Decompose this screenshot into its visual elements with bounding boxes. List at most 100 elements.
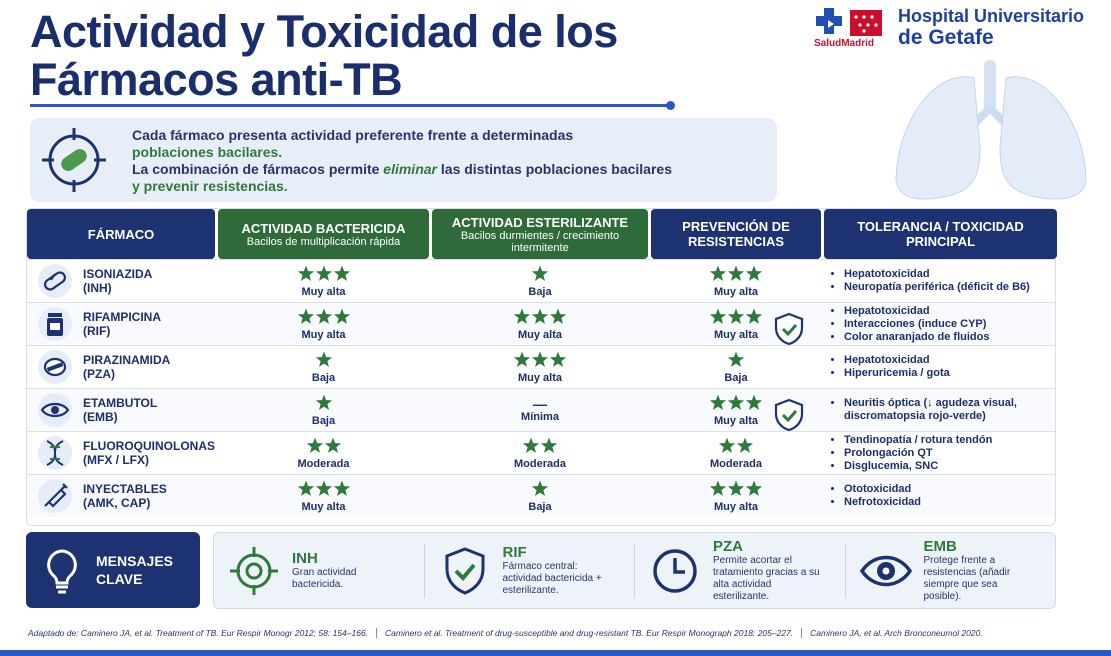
rating-cell: Baja [218, 351, 429, 384]
drug-cell: RIFAMPICINA (RIF) [27, 303, 215, 345]
star-rating [709, 394, 763, 410]
logo-mark [816, 8, 882, 36]
message-text: INH Gran actividad bactericida. [292, 550, 402, 591]
rating-label: Baja [528, 500, 552, 513]
message-icon [653, 548, 697, 593]
drug-title: RIFAMPICINA [83, 310, 161, 324]
rating-cell: Muy alta [651, 265, 821, 298]
hospital-line: Hospital Universitario [898, 6, 1085, 26]
toxicity-item: Color anaranjado de fluidos [844, 331, 1057, 344]
rating-cell: Baja [651, 351, 821, 384]
toxicity-list: Neuritis óptica (↓ agudeza visual, discr… [824, 397, 1057, 423]
star-rating [297, 480, 350, 496]
column-header: ACTIVIDAD ESTERILIZANTE Bacilos durmiente… [432, 209, 648, 259]
rating-cell: Muy alta [218, 480, 429, 513]
rating-cell: Muy alta [432, 351, 648, 384]
toxicity-item: Hiperuricemia / gota [844, 367, 1057, 380]
intro-emphasis: eliminar [383, 161, 437, 177]
star-rating [306, 437, 341, 453]
intro-text: La combinación de fármacos permite [132, 161, 380, 177]
rating-label: Muy alta [713, 285, 758, 298]
toxicity-list: HepatotoxicidadInteracciones (induce CYP… [824, 305, 1057, 344]
column-title: PREVENCIÓN DE RESISTENCIAS [682, 219, 790, 249]
toxicity-item: Hepatotoxicidad [844, 268, 1057, 281]
star-rating [297, 265, 350, 281]
key-messages-label: MENSAJES CLAVE [26, 532, 200, 608]
toxicity-item: Hepatotoxicidad [844, 305, 1057, 318]
message-drug: INH [292, 550, 318, 567]
drug-name: PIRAZINAMIDA (PZA) [83, 353, 170, 381]
star-rating [513, 308, 567, 324]
rating-label: Moderada [297, 457, 350, 470]
toxicity-item: Interacciones (induce CYP) [844, 318, 1057, 331]
title: Actividad y Toxicidad de los Fármacos an… [30, 8, 618, 104]
message-body: Permite acortar el tratamiento gracias a… [713, 555, 820, 602]
rating-cell: Moderada [218, 437, 429, 470]
rating-cell: Muy alta [651, 480, 821, 513]
intro-box: Cada fármaco presenta actividad preferen… [30, 118, 777, 202]
drug-cell: ETAMBUTOL (EMB) [27, 389, 215, 431]
drug-abbr: (PZA) [83, 367, 115, 381]
toxicity-item: Ototoxicidad [844, 483, 1057, 496]
star-rating [513, 351, 567, 367]
hospital-line: de Getafe [898, 26, 994, 49]
toxicity-item: Disglucemia, SNC [844, 460, 1057, 473]
star-rating [531, 265, 549, 281]
rating-cell: Muy alta [218, 265, 429, 298]
drug-row: FLUOROQUINOLONAS (MFX / LFX) Moderada Moder… [27, 431, 1055, 474]
star-rating [727, 351, 745, 367]
key-message: INH Gran actividad bactericida. [214, 543, 425, 598]
column-title: FÁRMACO [87, 226, 155, 242]
key-message: PZA Permite acortar el tratamiento gracia… [635, 538, 846, 602]
rating-cell: — Mínima [432, 397, 648, 423]
drug-title: ETAMBUTOL [83, 396, 158, 410]
message-drug: RIF [502, 544, 527, 561]
drug-title: ISONIAZIDA [83, 267, 153, 281]
star-rating [709, 265, 763, 281]
column-header: PREVENCIÓN DE RESISTENCIAS [651, 209, 821, 259]
star-rating [718, 437, 754, 453]
key-messages: INH Gran actividad bactericida. RIF Fármaco… [213, 532, 1056, 609]
title-line: Actividad y Toxicidad de los [30, 6, 618, 57]
rating-label: Baja [724, 371, 748, 384]
rating-label: Muy alta [301, 328, 346, 341]
drug-row: INYECTABLES (AMK, CAP) Muy alta Baja Muy alt… [27, 474, 1055, 517]
references: Adaptado de: Caminero JA, et al. Treatme… [20, 628, 1110, 638]
drug-title: FLUOROQUINOLONAS [83, 439, 215, 453]
drug-row: PIRAZINAMIDA(PZA) Baja Muy alta Baja Hepatot… [27, 345, 1055, 388]
intro-text: Cada fármaco presenta actividad preferen… [132, 127, 574, 143]
toxicity-list: Tendinopatía / rotura tendónProlongación… [824, 434, 1057, 473]
bacteria-icon [42, 128, 106, 192]
column-subtitle: Bacilos durmientes / crecimiento intermi… [460, 229, 620, 254]
drug-cell: FLUOROQUINOLONAS (MFX / LFX) [27, 432, 215, 474]
rating-cell: Baja [218, 394, 429, 427]
toxicity-list: HepatotoxicidadHiperuricemia / gota [824, 354, 1057, 380]
toxicity-item: Hepatotoxicidad [844, 354, 1057, 367]
drug-abbr: (RIF) [83, 324, 111, 338]
rating-label: Muy alta [517, 328, 562, 341]
column-subtitle: Bacilos de multiplicación rápida [246, 235, 401, 248]
reference: Caminero JA, et al. Arch Bronconeumol 20… [810, 628, 983, 638]
drug-abbr: (AMK, CAP) [83, 496, 151, 510]
column-title: TOLERANCIA / TOXICIDAD PRINCIPAL [857, 219, 1024, 249]
message-drug: EMB [923, 538, 957, 555]
column-header: FÁRMACO [27, 209, 215, 259]
title-line: Fármacos anti-TB [30, 54, 403, 105]
message-text: PZA Permite acortar el tratamiento gracia… [713, 538, 823, 603]
key-message: RIF Fármaco central: actividad bactericid… [425, 543, 635, 598]
message-icon [445, 546, 484, 595]
rating-label: Muy alta [301, 285, 346, 298]
drug-row: ETAMBUTOL(EMB) Baja —Mínima Muy alta Neuriti… [27, 388, 1055, 431]
drug-abbr: (EMB) [83, 410, 118, 424]
intro-text: Cada fármaco presenta actividad preferen… [132, 127, 672, 195]
toxicity-item: Tendinopatía / rotura tendón [844, 434, 1057, 447]
rating-label: Muy alta [301, 500, 346, 513]
drug-icon [38, 264, 72, 298]
rating-cell: Moderada [432, 437, 648, 470]
column-title: ACTIVIDAD BACTERICIDA [241, 220, 406, 236]
title-rule [30, 104, 670, 107]
drug-icon [38, 307, 72, 341]
rating-label: Baja [311, 371, 336, 384]
message-body: Fármaco central: actividad bactericida +… [502, 561, 602, 596]
star-rating [315, 351, 332, 367]
